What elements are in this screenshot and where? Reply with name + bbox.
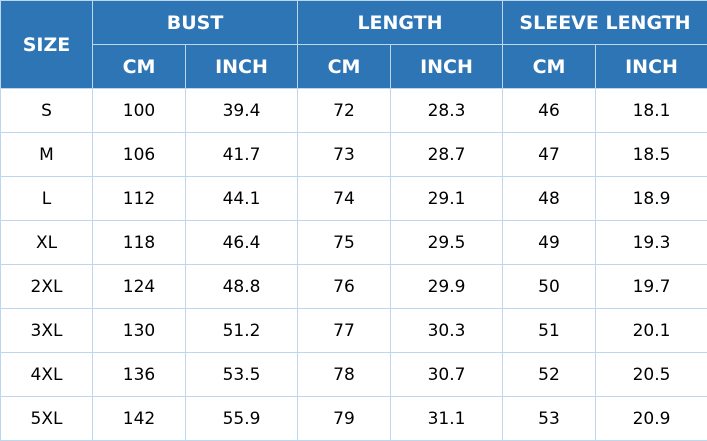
header-length: LENGTH (297, 0, 503, 45)
size-cell: S (0, 88, 93, 133)
measurement-cell: 19.3 (594, 220, 707, 265)
size-cell: 4XL (0, 352, 93, 397)
table-row: 2XL 124 48.8 76 29.9 50 19.7 (0, 264, 707, 309)
measurement-cell: 18.5 (594, 132, 707, 177)
measurement-cell: 29.9 (390, 264, 503, 309)
measurement-cell: 28.3 (390, 88, 503, 133)
header-row-units: CM INCH CM INCH CM INCH (1, 44, 707, 89)
header-bust: BUST (92, 0, 298, 45)
table-row: 3XL 130 51.2 77 30.3 51 20.1 (0, 308, 707, 353)
measurement-cell: 100 (92, 88, 186, 133)
measurement-cell: 20.1 (594, 308, 707, 353)
measurement-cell: 53 (502, 396, 596, 441)
measurement-cell: 51 (502, 308, 596, 353)
measurement-cell: 48 (502, 176, 596, 221)
header-unit: INCH (594, 44, 707, 89)
measurement-cell: 18.1 (594, 88, 707, 133)
measurement-cell: 46.4 (185, 220, 298, 265)
measurement-cell: 41.7 (185, 132, 298, 177)
header-unit: CM (502, 44, 596, 89)
header-sleeve-length: SLEEVE LENGTH (501, 0, 707, 45)
size-cell: 2XL (0, 264, 93, 309)
measurement-cell: 112 (92, 176, 186, 221)
measurement-cell: 136 (92, 352, 186, 397)
measurement-cell: 55.9 (185, 396, 298, 441)
measurement-cell: 47 (502, 132, 596, 177)
measurement-cell: 124 (92, 264, 186, 309)
measurement-cell: 106 (92, 132, 186, 177)
measurement-cell: 49 (502, 220, 596, 265)
measurement-cell: 130 (92, 308, 186, 353)
table-row: 4XL 136 53.5 78 30.7 52 20.5 (0, 352, 707, 397)
measurement-cell: 20.5 (594, 352, 707, 397)
table-row: M 106 41.7 73 28.7 47 18.5 (0, 132, 707, 177)
measurement-cell: 53.5 (185, 352, 298, 397)
measurement-cell: 18.9 (594, 176, 707, 221)
measurement-cell: 50 (502, 264, 596, 309)
measurement-cell: 30.3 (390, 308, 503, 353)
measurement-cell: 79 (297, 396, 391, 441)
size-cell: 3XL (0, 308, 93, 353)
measurement-cell: 78 (297, 352, 391, 397)
header-unit: CM (92, 44, 186, 89)
measurement-cell: 31.1 (390, 396, 503, 441)
measurement-cell: 74 (297, 176, 391, 221)
table-row: L 112 44.1 74 29.1 48 18.9 (0, 176, 707, 221)
measurement-cell: 52 (502, 352, 596, 397)
header-unit: INCH (185, 44, 298, 89)
measurement-cell: 46 (502, 88, 596, 133)
size-cell: L (0, 176, 93, 221)
measurement-cell: 118 (92, 220, 186, 265)
header-row-groups: SIZE BUST LENGTH SLEEVE LENGTH (0, 0, 707, 89)
measurement-cell: 20.9 (594, 396, 707, 441)
header-unit: CM (297, 44, 391, 89)
size-cell: M (0, 132, 93, 177)
size-cell: XL (0, 220, 93, 265)
header-unit: INCH (390, 44, 503, 89)
size-cell: 5XL (0, 396, 93, 441)
measurement-cell: 39.4 (185, 88, 298, 133)
measurement-cell: 48.8 (185, 264, 298, 309)
table-row: XL 118 46.4 75 29.5 49 19.3 (0, 220, 707, 265)
table-row: 5XL 142 55.9 79 31.1 53 20.9 (0, 396, 707, 441)
measurement-cell: 19.7 (594, 264, 707, 309)
measurement-cell: 72 (297, 88, 391, 133)
measurement-cell: 77 (297, 308, 391, 353)
table-row: S 100 39.4 72 28.3 46 18.1 (0, 88, 707, 133)
measurement-cell: 142 (92, 396, 186, 441)
measurement-cell: 76 (297, 264, 391, 309)
measurement-cell: 51.2 (185, 308, 298, 353)
measurement-cell: 73 (297, 132, 391, 177)
measurement-cell: 28.7 (390, 132, 503, 177)
measurement-cell: 29.1 (390, 176, 503, 221)
header-size: SIZE (0, 0, 93, 89)
measurement-cell: 29.5 (390, 220, 503, 265)
measurement-cell: 75 (297, 220, 391, 265)
measurement-cell: 30.7 (390, 352, 503, 397)
measurement-cell: 44.1 (185, 176, 298, 221)
